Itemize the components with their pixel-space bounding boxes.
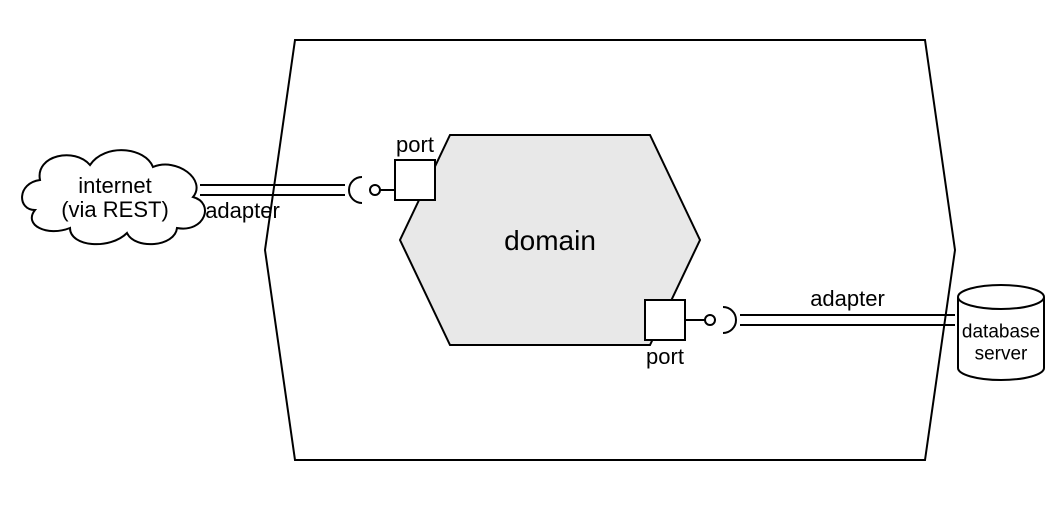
domain-label: domain	[504, 225, 596, 256]
cloud-label-line1: internet	[78, 173, 151, 198]
database-label-line1: database	[962, 322, 1040, 343]
database-label-line2: server	[975, 344, 1028, 365]
database-cylinder-top	[958, 285, 1044, 309]
adapter-right-label: adapter	[810, 286, 885, 311]
cloud-label-line2: (via REST)	[61, 197, 169, 222]
port-right-label: port	[646, 344, 684, 369]
interface-ball-right	[705, 315, 715, 325]
port-left-label: port	[396, 132, 434, 157]
port-left-square	[395, 160, 435, 200]
port-right-square	[645, 300, 685, 340]
interface-ball-left	[370, 185, 380, 195]
adapter-left-label: adapter	[205, 198, 280, 223]
